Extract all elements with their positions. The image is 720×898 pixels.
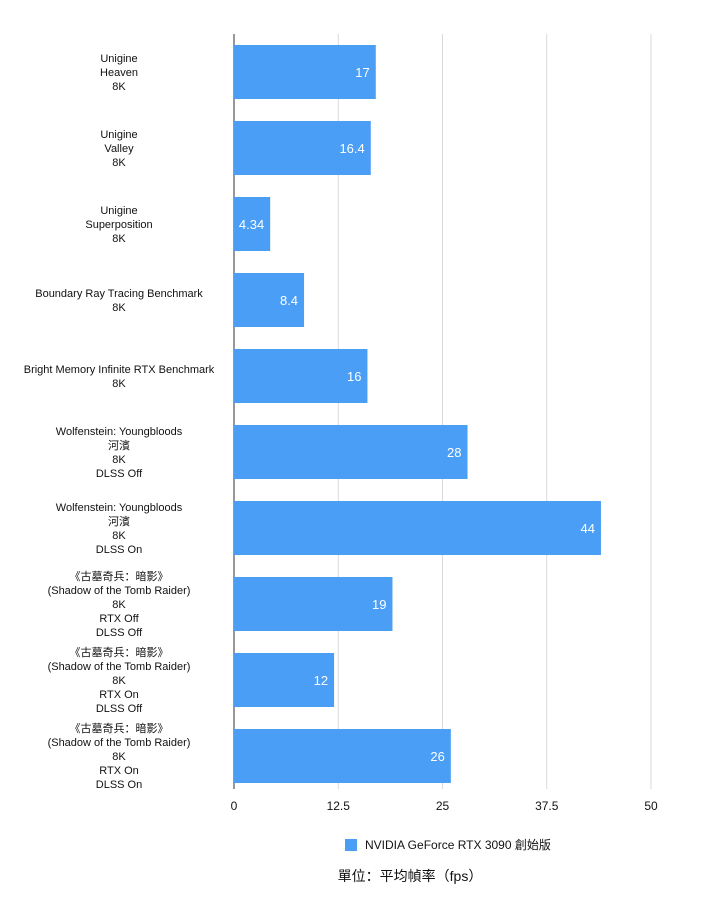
bar bbox=[234, 729, 451, 783]
bar bbox=[234, 197, 271, 251]
bar-chart: 17 16.4 4.34 8.4 16 28 44 19 12 26 Unigine Heaven 8… bbox=[24, 34, 658, 813]
x-tick-label: 12.5 bbox=[327, 799, 351, 813]
bar bbox=[234, 45, 376, 99]
category-label: Unigine Heaven 8K bbox=[100, 53, 138, 93]
x-tick-label: 50 bbox=[644, 799, 658, 813]
category-label: Unigine Valley 8K bbox=[100, 129, 137, 169]
category-label: Boundary Ray Tracing Benchmark 8K bbox=[35, 288, 203, 314]
bars: 17 16.4 4.34 8.4 16 28 44 19 12 26 bbox=[234, 45, 601, 783]
legend: NVIDIA GeForce RTX 3090 創始版 bbox=[345, 836, 551, 853]
category-label: Unigine Superposition 8K bbox=[85, 205, 152, 245]
category-label: Wolfenstein: Youngbloods 河濱 8K DLSS On bbox=[56, 502, 183, 556]
bar-value-label: 8.4 bbox=[280, 293, 298, 308]
category-label: Wolfenstein: Youngbloods 河濱 8K DLSS Off bbox=[56, 426, 183, 480]
bar-value-label: 12 bbox=[314, 673, 328, 688]
bar-value-label: 16.4 bbox=[339, 141, 364, 156]
category-label: 《古墓奇兵：暗影》(Shadow of the Tomb Raider) 8K RT… bbox=[48, 645, 191, 715]
bar bbox=[234, 121, 371, 175]
bar bbox=[234, 349, 368, 403]
bar-value-label: 19 bbox=[372, 597, 386, 612]
category-label: Bright Memory Infinite RTX Benchmark 8K bbox=[24, 364, 215, 390]
bar bbox=[234, 425, 468, 479]
bar bbox=[234, 273, 305, 327]
bar-value-label: 4.34 bbox=[239, 217, 264, 232]
category-label: 《古墓奇兵：暗影》(Shadow of the Tomb Raider) 8K RT… bbox=[48, 569, 191, 639]
category-label: 《古墓奇兵：暗影》(Shadow of the Tomb Raider) 8K RT… bbox=[48, 721, 191, 791]
legend-label: NVIDIA GeForce RTX 3090 創始版 bbox=[365, 838, 551, 852]
x-tick-label: 37.5 bbox=[535, 799, 559, 813]
bar bbox=[234, 501, 601, 555]
x-tick-label: 25 bbox=[436, 799, 450, 813]
bar-value-label: 28 bbox=[447, 445, 461, 460]
x-tick-label: 0 bbox=[231, 799, 238, 813]
bar-value-label: 17 bbox=[355, 65, 369, 80]
bar bbox=[234, 653, 335, 707]
category-labels: Unigine Heaven 8K Unigine Valley 8K Unigine Sup… bbox=[24, 53, 215, 791]
unit-label: 單位：平均幀率（fps） bbox=[337, 868, 483, 884]
bar-value-label: 44 bbox=[580, 521, 594, 536]
legend-swatch bbox=[345, 838, 357, 851]
bar-value-label: 16 bbox=[347, 369, 361, 384]
bar bbox=[234, 577, 393, 631]
x-tick-labels: 0 12.5 25 37.5 50 bbox=[231, 799, 658, 813]
bar-value-label: 26 bbox=[430, 749, 444, 764]
